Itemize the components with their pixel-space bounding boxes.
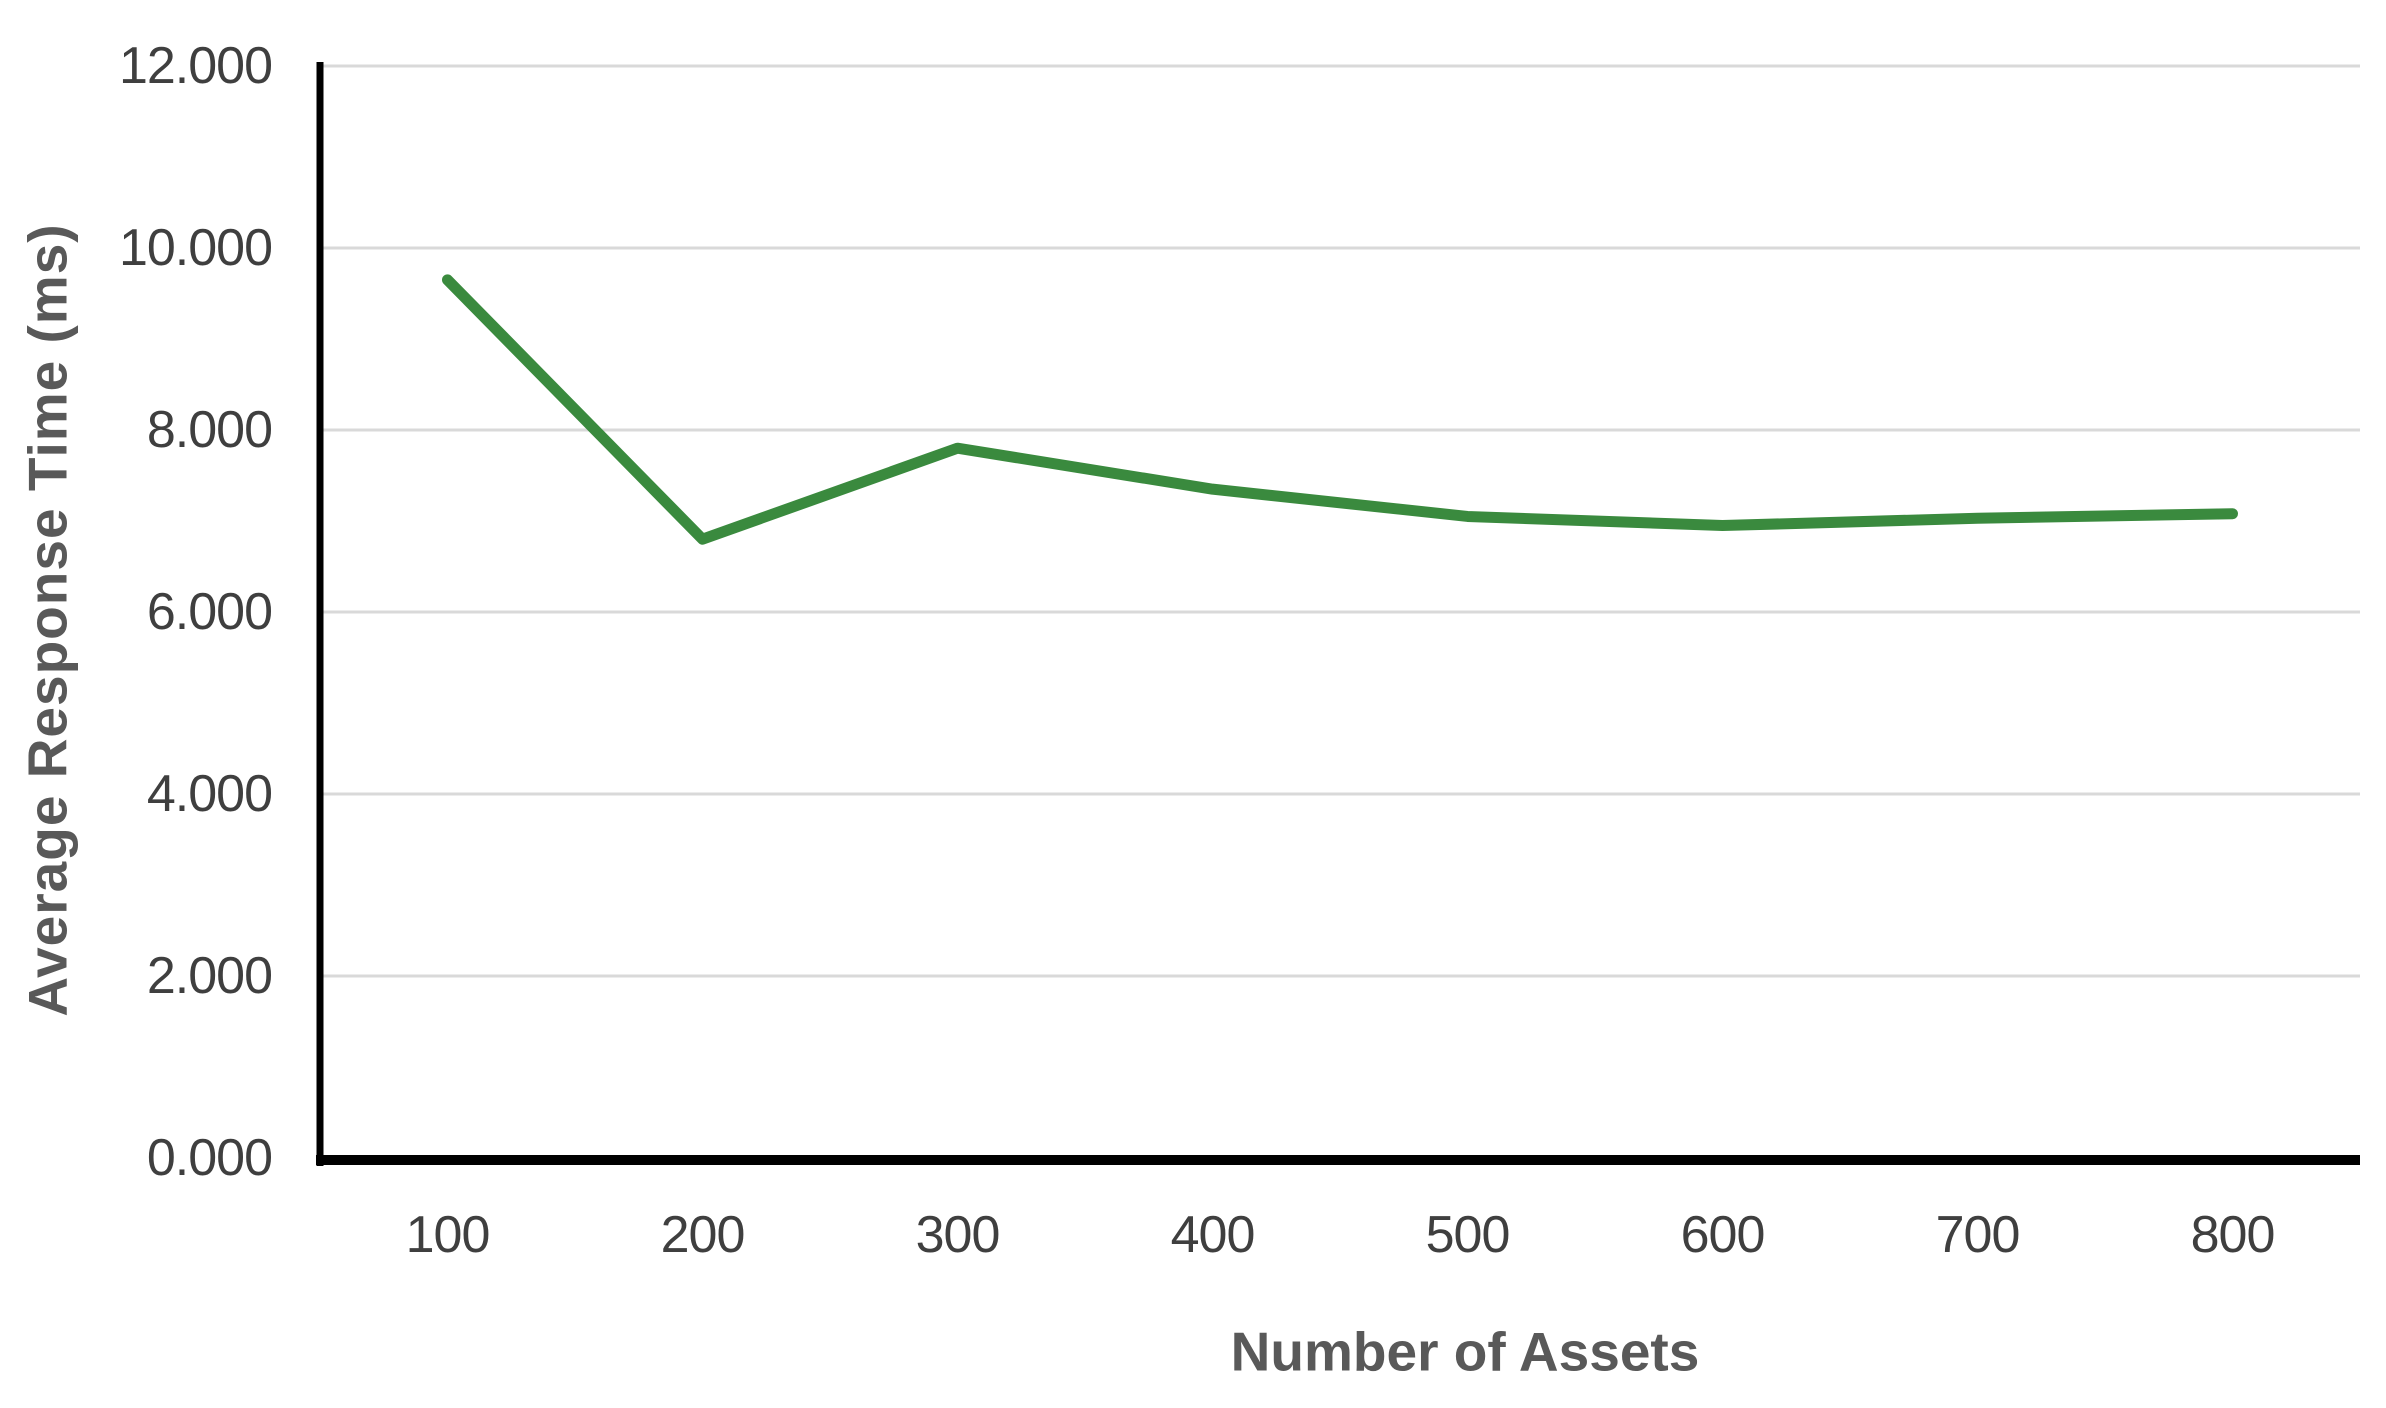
x-tick-label: 200 [660,1206,746,1264]
x-tick-label: 800 [2190,1206,2276,1264]
y-tick-label: 8.000 [146,401,273,459]
y-tick-label: 0.000 [146,1129,273,1187]
x-tick-label: 300 [915,1206,1001,1264]
x-axis-title: Number of Assets [1230,1320,1700,1383]
x-tick-label: 600 [1680,1206,1766,1264]
x-tick-label: 700 [1935,1206,2021,1264]
x-tick-label: 500 [1425,1206,1511,1264]
series-line [442,274,2238,545]
x-tick-label: 100 [405,1206,491,1264]
y-axis-title: Average Response Time (ms) [16,223,79,1017]
y-tick-label: 2.000 [146,947,273,1005]
x-tick-label: 400 [1170,1206,1256,1264]
y-tick-label: 6.000 [146,583,273,641]
y-tick-label: 4.000 [146,765,273,823]
y-tick-label: 10.000 [118,219,273,277]
y-tick-label: 12.000 [118,37,273,95]
